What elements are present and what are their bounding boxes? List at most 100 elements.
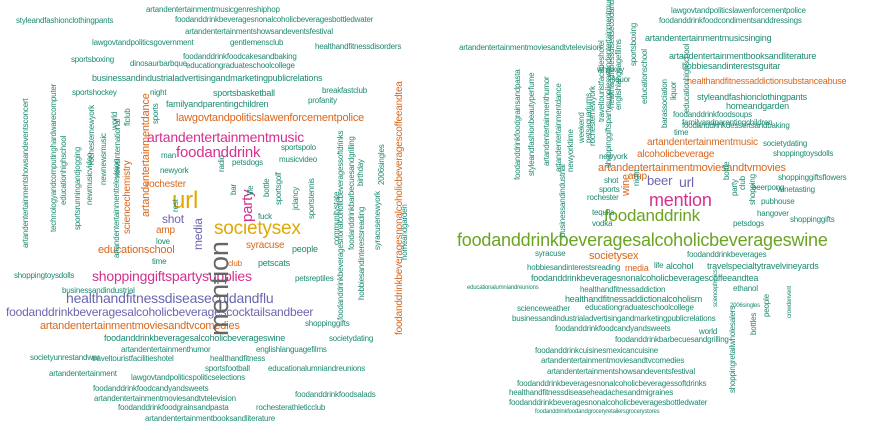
cloud-word: beer [647,173,673,188]
cloud-word: foodanddrinkbeveragesnonalcoholicbeverag… [517,379,707,388]
cloud-word: educationschool [98,244,175,256]
cloud-word: businessandindustrialadvertisingandmarke… [512,314,716,323]
cloud-word: travelspecialtytravelvineyards [707,261,819,271]
cloud-word: life [654,261,664,270]
cloud-word: scienceweather [517,304,570,313]
cloud-word: sportsgolf [274,172,283,205]
cloud-word: birthday [356,159,365,186]
cloud-word: foodanddrinkfoodsoups [673,110,752,119]
cloud-word: fuck [258,212,272,221]
cloud-word: foodanddrinkcuisinesmexicancuisine [535,346,659,355]
cloud-word: artandentertainmentbooksandliterature [145,414,276,423]
cloud-word: rochesterathleticclub [256,403,326,412]
cloud-word: lawgovtandpoliticspoliticselections [131,373,245,382]
cloud-word: artandentertainmentmoviesandtvmovies [598,162,786,174]
cloud-word: syracuse [246,240,285,251]
cloud-word: foodanddrinkfoodcakesandbaking [183,52,297,61]
cloud-word: gentlemensclub [230,38,284,47]
cloud-word: healthandfitness [210,354,266,363]
cloud-word: styleandfashionclothingpants [697,92,807,102]
cloud-word: night [632,169,641,186]
cloud-word: sportspolo [281,143,316,152]
cloud-word: artandentertainment [49,369,117,378]
cloud-word: flclub [123,108,132,126]
cloud-word: crowdenvent [787,286,793,318]
cloud-word: night [150,88,167,97]
cloud-word: shoppinggifts [305,319,350,328]
cloud-word: petscats [258,258,290,268]
cloud-word: artandentertainmentshowsandeventsconcert [21,98,30,248]
cloud-word: educationalumniandreunions [268,364,366,373]
cloud-word: hobbiesandinterestsguitar [682,61,781,71]
cloud-word: beerpong [752,183,785,192]
cloud-word: shoppinggiftspartysupplies [92,268,252,284]
cloud-word: sportsfootball [205,364,250,373]
cloud-word: sportsboxing [71,55,114,64]
cloud-word: foodanddrinkbeveragesalcoholicbeveragesw… [457,230,828,250]
cloud-word: communitystate [332,191,341,245]
cloud-word: syracuse [535,249,566,258]
cloud-word: lawgovtandpoliticslawenforcementpolice [671,6,806,15]
cloud-word: ethanol [733,284,758,293]
cloud-word: shopping [748,174,757,205]
cloud-word: life [246,185,255,195]
cloud-word: foodanddrinkbeveragesalcoholicbeveragesw… [104,333,286,343]
cloud-word: amp [628,171,647,182]
cloud-word: artandentertainmentmusicgenreshiphop [604,0,613,80]
cloud-word: shot [162,212,184,226]
cloud-word: societysex [589,250,639,262]
cloud-word: lawgovtandpoliticslawenforcementpolice [176,112,365,124]
cloud-word: rest [171,199,180,212]
cloud-word: societyunrestandwar [30,353,100,362]
cloud-word: foodanddrinkfoodcondimentsanddressings [659,16,802,25]
cloud-word: time [674,128,689,137]
cloud-word: newyorktime [566,129,575,172]
cloud-word: shoppingretailwholesalers [728,305,737,393]
cloud-word: businessandindustrialadvertisingandmarke… [92,73,323,83]
cloud-word: whiskey [597,65,625,74]
cloud-word: url [172,187,199,214]
cloud-word: foodanddrinkbeveragesnonalcoholicbeverag… [531,273,759,283]
cloud-word: styleandfashionclothingpants [16,16,114,25]
cloud-word: artandentertainmenthumor [542,76,551,166]
cloud-word: artandentertainmenttelevision [112,158,121,258]
cloud-word: foodanddrinkdessertsandbaking [682,121,790,130]
cloud-word: healthandfitnessdiseaseheadachesandmigra… [509,388,674,397]
cloud-word: musicvideo [279,155,318,164]
cloud-word: hangover [757,209,789,218]
cloud-word: artandentertainmentmoviesandtvcomedies [40,320,240,332]
cloud-word: rochesternewyork [588,86,597,146]
cloud-word: foodanddrinkfoodsalads [295,390,376,399]
cloud-word: shoppingtoysdolls [773,149,834,158]
cloud-word: foodanddrinkbeverages [687,250,767,259]
cloud-word: newnewsmusic [99,133,108,185]
cloud-word: healthandfitnessaddiction [580,285,666,294]
cloud-word: petsreptiles [295,274,334,283]
cloud-word: club [228,259,242,268]
cloud-word: healthandfitnessdiseasecoldandflu [66,290,274,306]
cloud-word: englishlanguagefilms [614,39,623,110]
cloud-word: foodanddrink [176,144,261,161]
cloud-word: dinosaurbarbque [130,59,188,68]
cloud-word: societydating [329,334,374,343]
cloud-word: 2006singles [730,303,760,309]
cloud-word: rochester [146,179,186,190]
cloud-word: petsdogs [232,158,263,167]
cloud-word: artandentertainmentmusic [647,137,758,148]
cloud-word: wine [620,174,632,196]
cloud-word: foodanddrinkfoodandgroceryretailersgroce… [535,409,660,415]
cloud-word: sportstennis [307,178,316,219]
cloud-word: hobbiesandinterestsreading [527,263,621,272]
cloud-word: bar [229,184,238,195]
cloud-word: healthandfitnessaddictionsubstanceabuse [687,76,847,86]
cloud-word: businessandindustrial [62,286,135,295]
cloud-word: businessandindustrial [558,164,567,237]
cloud-word: healthandfitnessaddictionalcoholism [565,294,703,304]
cloud-word: bottle [722,161,731,180]
cloud-word: media [625,263,649,273]
cloud-word: artandentertainmentshowsandeventsfestiva… [185,27,333,36]
cloud-word: foodanddrinkfoodgrainsandpasta [118,403,229,412]
cloud-word: shoppingtoysdolls [14,271,75,280]
cloud-word: foodanddrinkfoodgrainsandpasta [513,69,522,180]
cloud-word: sciencephysics [713,269,719,307]
